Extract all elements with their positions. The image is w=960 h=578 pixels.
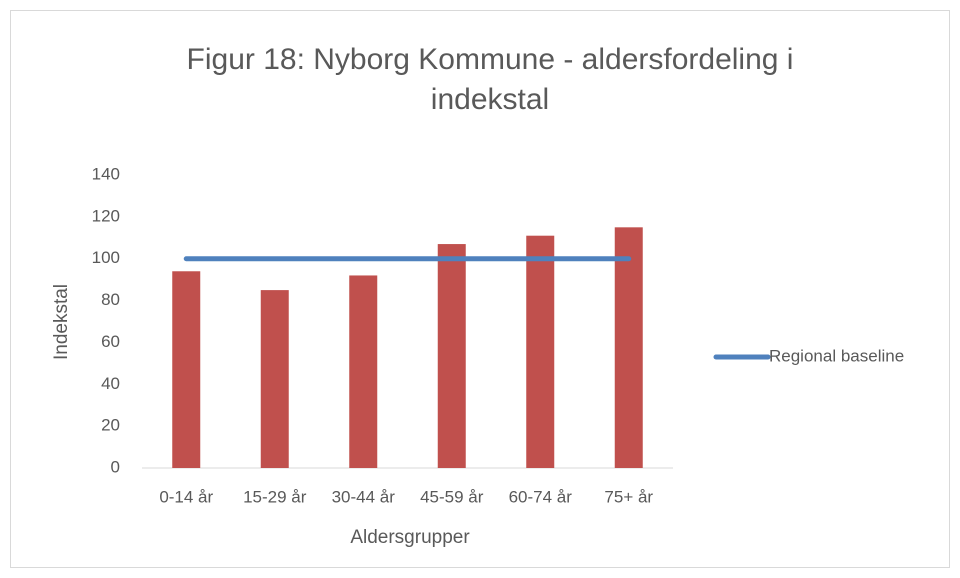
y-tick-label: 20 xyxy=(101,416,120,435)
x-tick-label: 60-74 år xyxy=(509,487,573,506)
x-tick-label: 75+ år xyxy=(604,487,653,506)
y-tick-label: 60 xyxy=(101,332,120,351)
x-tick-label: 15-29 år xyxy=(243,487,307,506)
y-tick-label: 0 xyxy=(111,457,120,476)
y-tick-label: 120 xyxy=(92,206,120,225)
chart-border xyxy=(10,10,950,568)
y-tick-label: 80 xyxy=(101,290,120,309)
bar xyxy=(437,244,466,468)
chart-title: Figur 18: Nyborg Kommune - aldersfordeli… xyxy=(186,43,794,116)
bar xyxy=(614,227,643,468)
bar xyxy=(526,235,555,468)
legend-label: Regional baseline xyxy=(769,346,904,365)
y-tick-label: 40 xyxy=(101,374,120,393)
x-tick-label: 30-44 år xyxy=(332,487,396,506)
bar xyxy=(172,271,201,468)
y-tick-label: 140 xyxy=(92,164,120,183)
x-tick-label: 45-59 år xyxy=(420,487,484,506)
y-axis-title: Indekstal xyxy=(51,284,72,360)
bar xyxy=(260,290,289,468)
x-tick-label: 0-14 år xyxy=(159,487,213,506)
y-tick-label: 100 xyxy=(92,248,120,267)
bar xyxy=(349,275,378,468)
x-axis-title: Aldersgrupper xyxy=(350,527,470,548)
